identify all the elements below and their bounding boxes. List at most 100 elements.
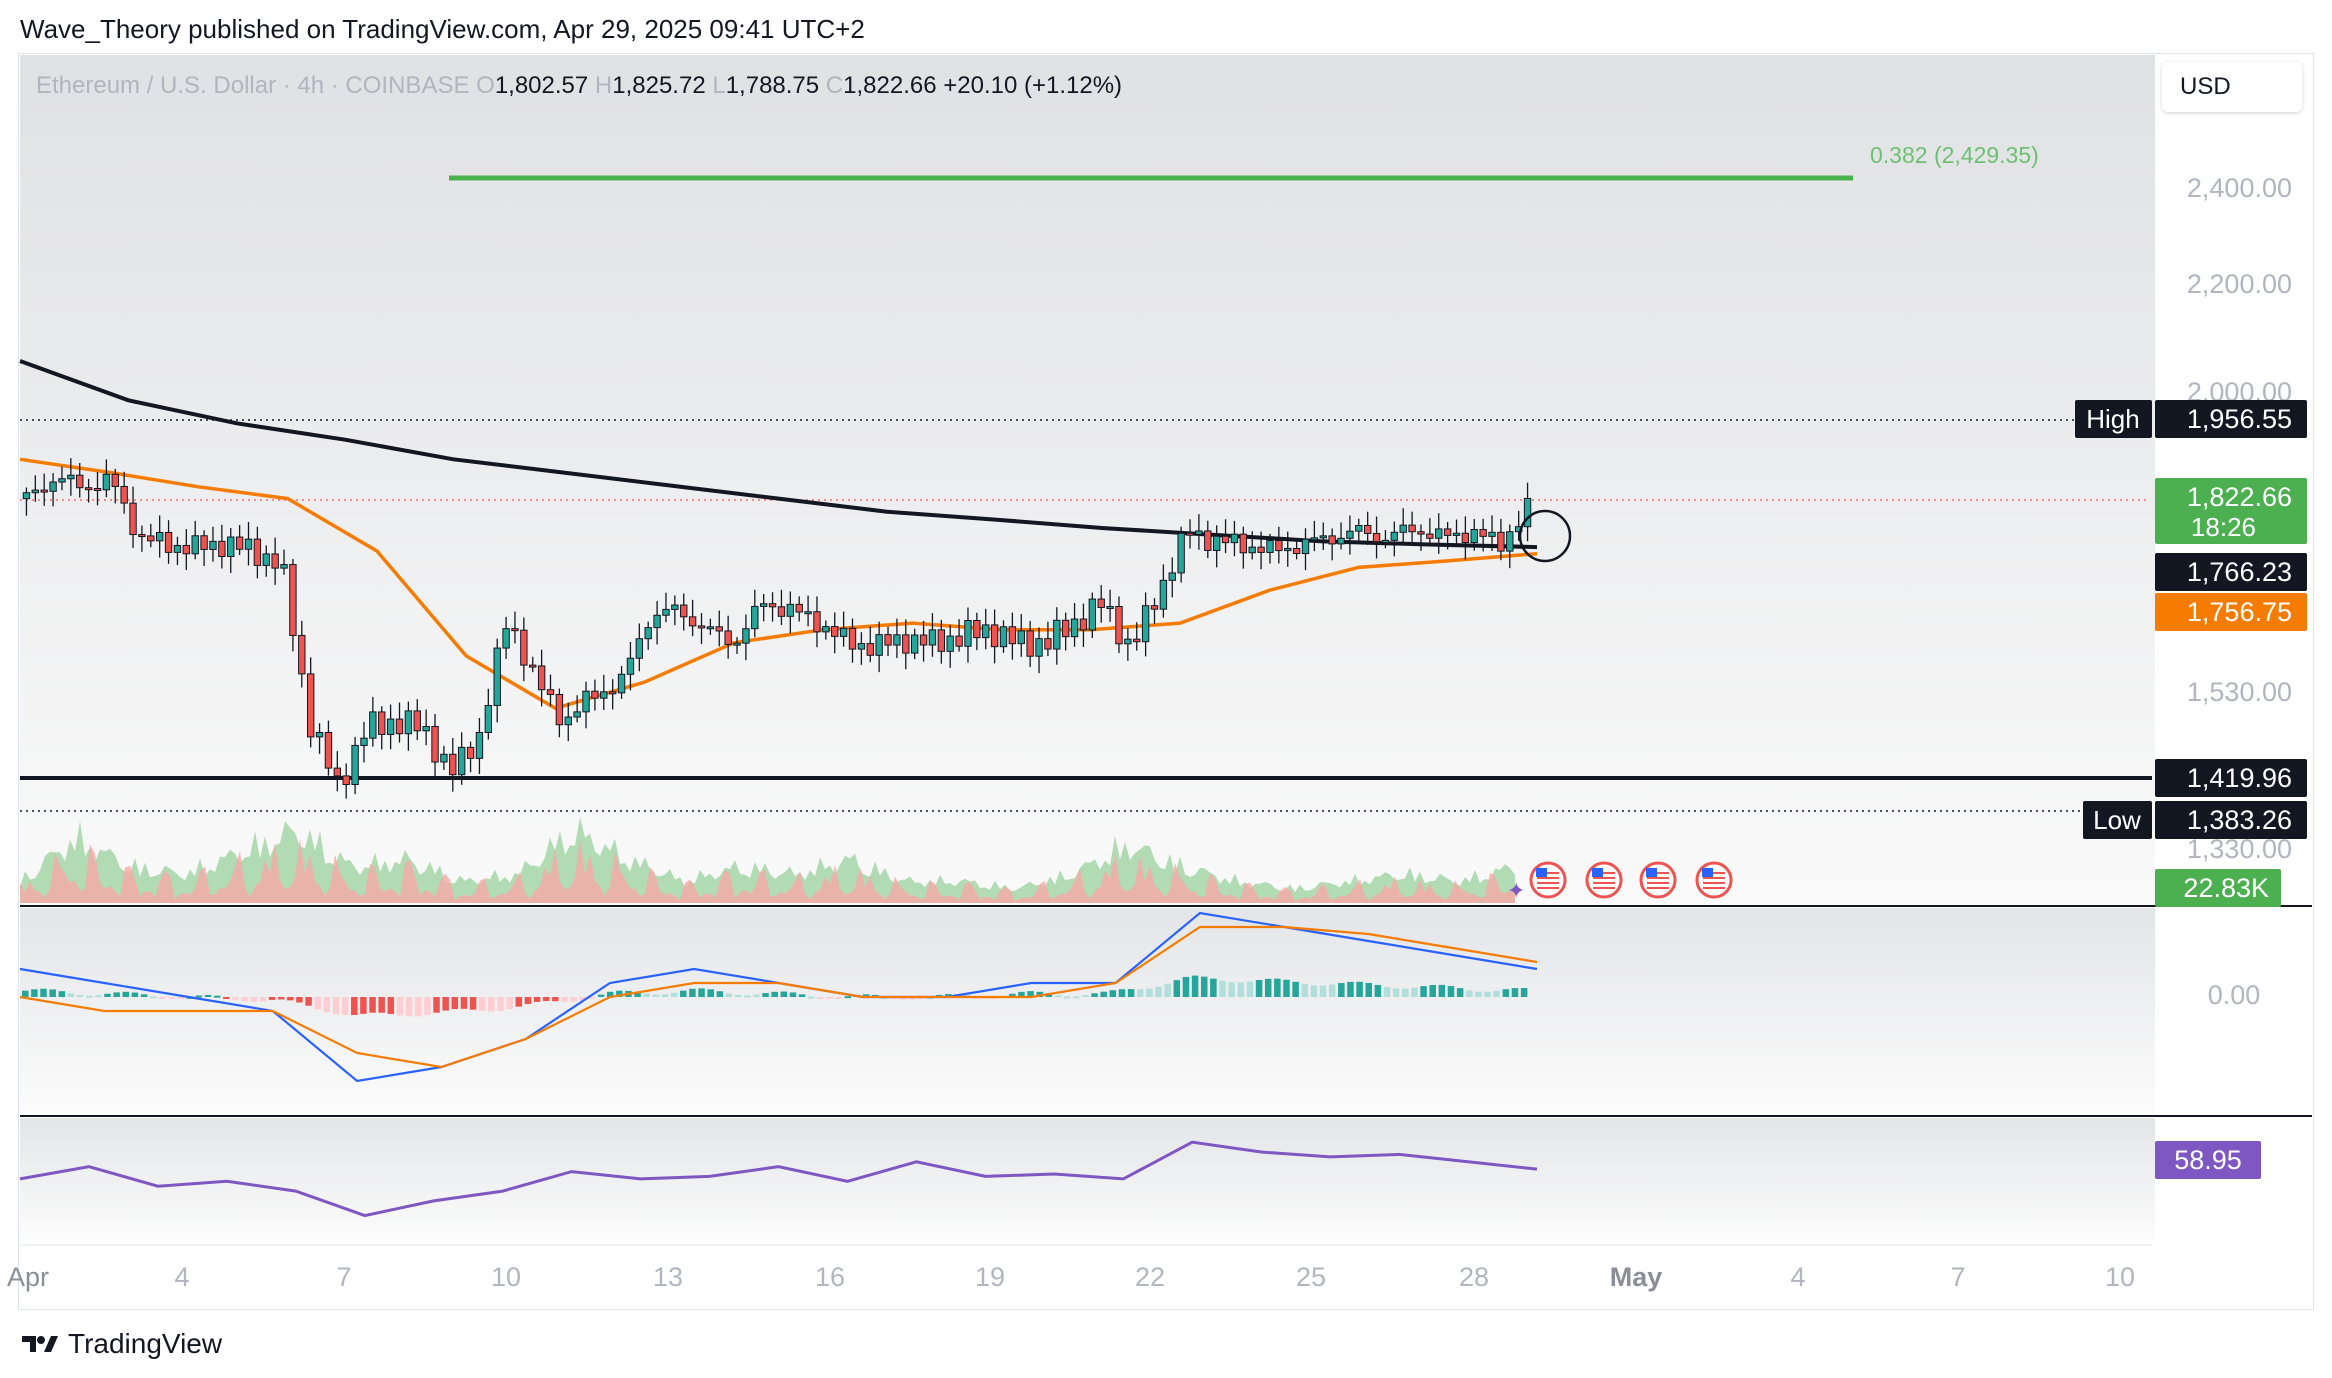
macd-histogram-bar xyxy=(305,997,312,1006)
macd-histogram-bar xyxy=(332,997,340,1015)
chart-frame xyxy=(18,53,2314,1310)
candle xyxy=(768,592,777,622)
macd-histogram-bar xyxy=(323,997,331,1013)
candle-body xyxy=(768,603,777,608)
candle xyxy=(58,466,66,491)
tradingview-logo-icon xyxy=(22,1336,58,1352)
ma-price-label-value: 1,766.23 xyxy=(2187,557,2292,587)
candle-body xyxy=(413,710,421,732)
macd-histogram-bar xyxy=(506,997,513,1010)
macd-histogram-bar xyxy=(1082,995,1089,998)
macd-histogram-bar xyxy=(85,995,93,998)
candle-body xyxy=(58,478,66,483)
macd-histogram-bar xyxy=(387,997,395,1014)
candle-body xyxy=(546,689,555,695)
macd-histogram-bar xyxy=(561,997,568,1002)
candle-body xyxy=(1186,532,1194,536)
footer-brand[interactable]: TradingView xyxy=(20,1328,222,1360)
price-axis-tick: 2,400.00 xyxy=(2187,173,2292,203)
candle-body xyxy=(493,647,501,706)
macd-histogram-bar xyxy=(661,994,669,997)
candle-body xyxy=(173,544,182,553)
candle-body xyxy=(422,726,430,732)
candle xyxy=(1266,533,1274,564)
support-price-label-value: 1,419.96 xyxy=(2187,763,2292,793)
candle-body xyxy=(617,673,626,694)
candle xyxy=(848,618,857,663)
macd-histogram-bar xyxy=(1164,983,1171,997)
macd-histogram-bar xyxy=(168,997,175,999)
candle xyxy=(733,637,741,654)
macd-histogram-bar xyxy=(844,996,852,999)
candle-body xyxy=(822,626,830,633)
candle xyxy=(129,486,137,548)
currency-button[interactable]: USD xyxy=(2162,62,2302,112)
candle xyxy=(1141,592,1150,657)
candle xyxy=(271,537,279,585)
macd-histogram-bar xyxy=(424,997,431,1015)
macd-histogram-bar xyxy=(789,992,797,997)
macd-histogram-bar xyxy=(689,988,696,997)
candle xyxy=(662,592,670,623)
candle xyxy=(1115,596,1123,654)
candle-body xyxy=(93,488,102,492)
candle xyxy=(1435,513,1443,554)
ohlc-legend: Ethereum / U.S. Dollar · 4h · COINBASE O… xyxy=(36,72,1122,100)
time-axis-tick: 28 xyxy=(1459,1262,1489,1292)
candle xyxy=(1355,518,1363,544)
open-label: O xyxy=(476,72,495,99)
candle-body xyxy=(1417,531,1425,535)
candle xyxy=(1159,564,1168,618)
macd-histogram-bar xyxy=(680,990,687,997)
time-axis-tick: 25 xyxy=(1296,1262,1326,1292)
candle-body xyxy=(271,553,279,569)
candle-body xyxy=(1150,605,1159,610)
low-price-label-box xyxy=(2155,801,2307,839)
low-value: 1,788.75 xyxy=(725,72,820,99)
macd-histogram-bar xyxy=(1310,985,1318,997)
candle xyxy=(1230,520,1239,557)
macd-histogram-bar xyxy=(1200,976,1208,997)
candle-body xyxy=(759,603,768,607)
candle-body xyxy=(786,603,795,617)
candle xyxy=(84,478,93,503)
candle xyxy=(1363,511,1372,545)
candle-body xyxy=(1141,605,1150,643)
macd-histogram-bar xyxy=(533,997,541,1002)
macd-histogram-bar xyxy=(634,992,641,997)
candle-body xyxy=(1346,530,1354,539)
macd-histogram-bar xyxy=(1264,978,1272,997)
candle xyxy=(573,695,581,723)
candle xyxy=(324,720,333,776)
macd-histogram-bar xyxy=(405,997,413,1017)
macd-histogram-bar xyxy=(1447,986,1455,997)
candle-body xyxy=(155,531,164,542)
macd-histogram-bar xyxy=(1301,983,1309,997)
candle xyxy=(964,607,972,663)
candle xyxy=(1292,538,1301,560)
time-axis-tick: 10 xyxy=(2105,1262,2135,1292)
macd-histogram-bar xyxy=(826,997,833,999)
macd-histogram-bar xyxy=(195,995,203,998)
macd-histogram-bar xyxy=(1466,990,1473,997)
candle xyxy=(786,591,795,634)
candle-body xyxy=(262,553,270,566)
macd-histogram-bar xyxy=(597,994,605,997)
macd-histogram-bar xyxy=(588,997,596,999)
macd-histogram-bar xyxy=(469,997,477,1010)
candle xyxy=(173,536,182,566)
us-event-flag-icon xyxy=(1639,861,1677,899)
candle-body xyxy=(369,711,377,739)
candle-body xyxy=(564,716,572,726)
candle xyxy=(902,619,910,670)
candle-body xyxy=(484,704,493,733)
candle-body xyxy=(955,635,963,647)
candle xyxy=(31,475,40,502)
candle-body xyxy=(1195,530,1203,535)
candle xyxy=(875,621,883,673)
candle xyxy=(1381,529,1390,549)
candle xyxy=(1523,482,1532,542)
candle xyxy=(262,545,270,577)
candle xyxy=(1506,524,1514,569)
